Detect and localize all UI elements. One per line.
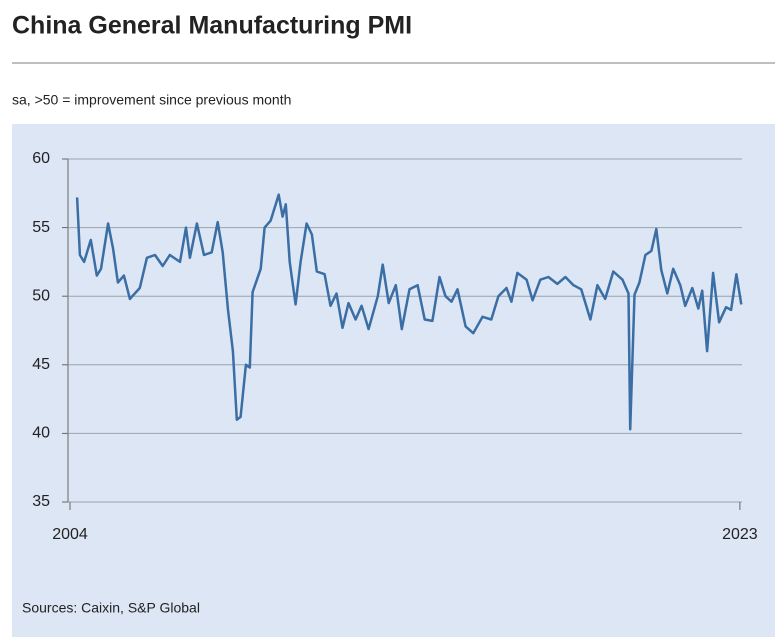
y-tick-label: 55: [32, 219, 50, 236]
y-tick-label: 50: [32, 287, 50, 304]
y-tick-label: 35: [32, 493, 50, 510]
data-line: [75, 193, 743, 431]
subtitle: sa, >50 = improvement since previous mon…: [12, 92, 291, 108]
y-tick-label: 60: [32, 150, 50, 167]
plot-panel: [12, 124, 775, 637]
x-tick-label: 2023: [722, 526, 758, 543]
chart-title: China General Manufacturing PMI: [12, 12, 412, 40]
y-tick-label: 45: [32, 356, 50, 373]
y-tick-label: 40: [32, 425, 50, 442]
x-tick-label: 2004: [52, 526, 88, 543]
source: Sources: Caixin, S&P Global: [22, 600, 200, 616]
